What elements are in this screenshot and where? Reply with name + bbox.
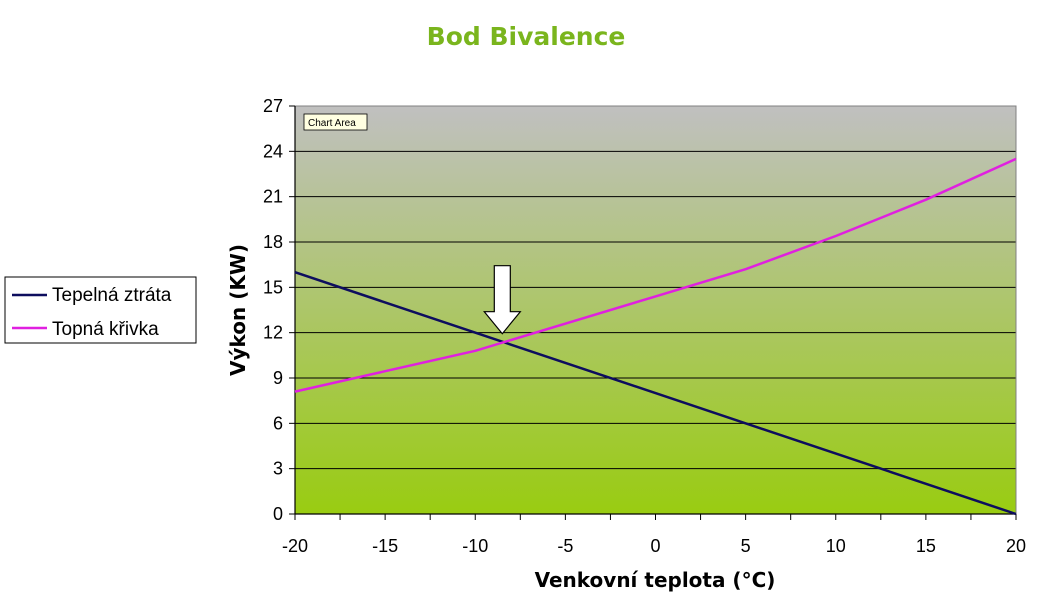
y-tick-label: 18	[263, 232, 283, 252]
tooltip-text: Chart Area	[308, 118, 356, 129]
y-tick-label: 3	[273, 459, 283, 479]
x-tick-label: -10	[462, 536, 488, 556]
chart-title: Bod Bivalence	[427, 22, 626, 51]
x-tick-label: 5	[741, 536, 751, 556]
y-tick-label: 6	[273, 413, 283, 433]
y-tick-label: 27	[263, 96, 283, 116]
intersection-arrow	[483, 265, 522, 335]
x-tick-label: -15	[372, 536, 398, 556]
legend-label-tepelna-ztrata: Tepelná ztráta	[52, 285, 172, 306]
y-tick-label: 12	[263, 323, 283, 343]
y-tick-label: 15	[263, 277, 283, 297]
x-tick-label: -20	[282, 536, 308, 556]
legend: Tepelná ztráta Topná křivka	[4, 276, 197, 344]
plot-area[interactable]	[295, 106, 1016, 514]
y-tick-label: 9	[273, 368, 283, 388]
x-tick-label: 20	[1006, 536, 1026, 556]
tooltip: Chart Area	[303, 113, 368, 131]
x-tick-label: 10	[826, 536, 846, 556]
series-line-topna-krivka	[294, 157, 1017, 393]
x-tick-label: 0	[650, 536, 660, 556]
y-tick-label: 21	[263, 187, 283, 207]
y-tick-label: 24	[263, 141, 283, 161]
x-axis-title: Venkovní teplota (°C)	[535, 568, 776, 592]
y-axis-title: Výkon (KW)	[226, 244, 250, 376]
x-tick-label: 15	[916, 536, 936, 556]
x-tick-label: -5	[557, 536, 573, 556]
series-line-tepelna-ztrata	[294, 271, 1017, 516]
y-tick-label: 0	[273, 504, 283, 524]
legend-label-topna-krivka: Topná křivka	[52, 319, 159, 340]
